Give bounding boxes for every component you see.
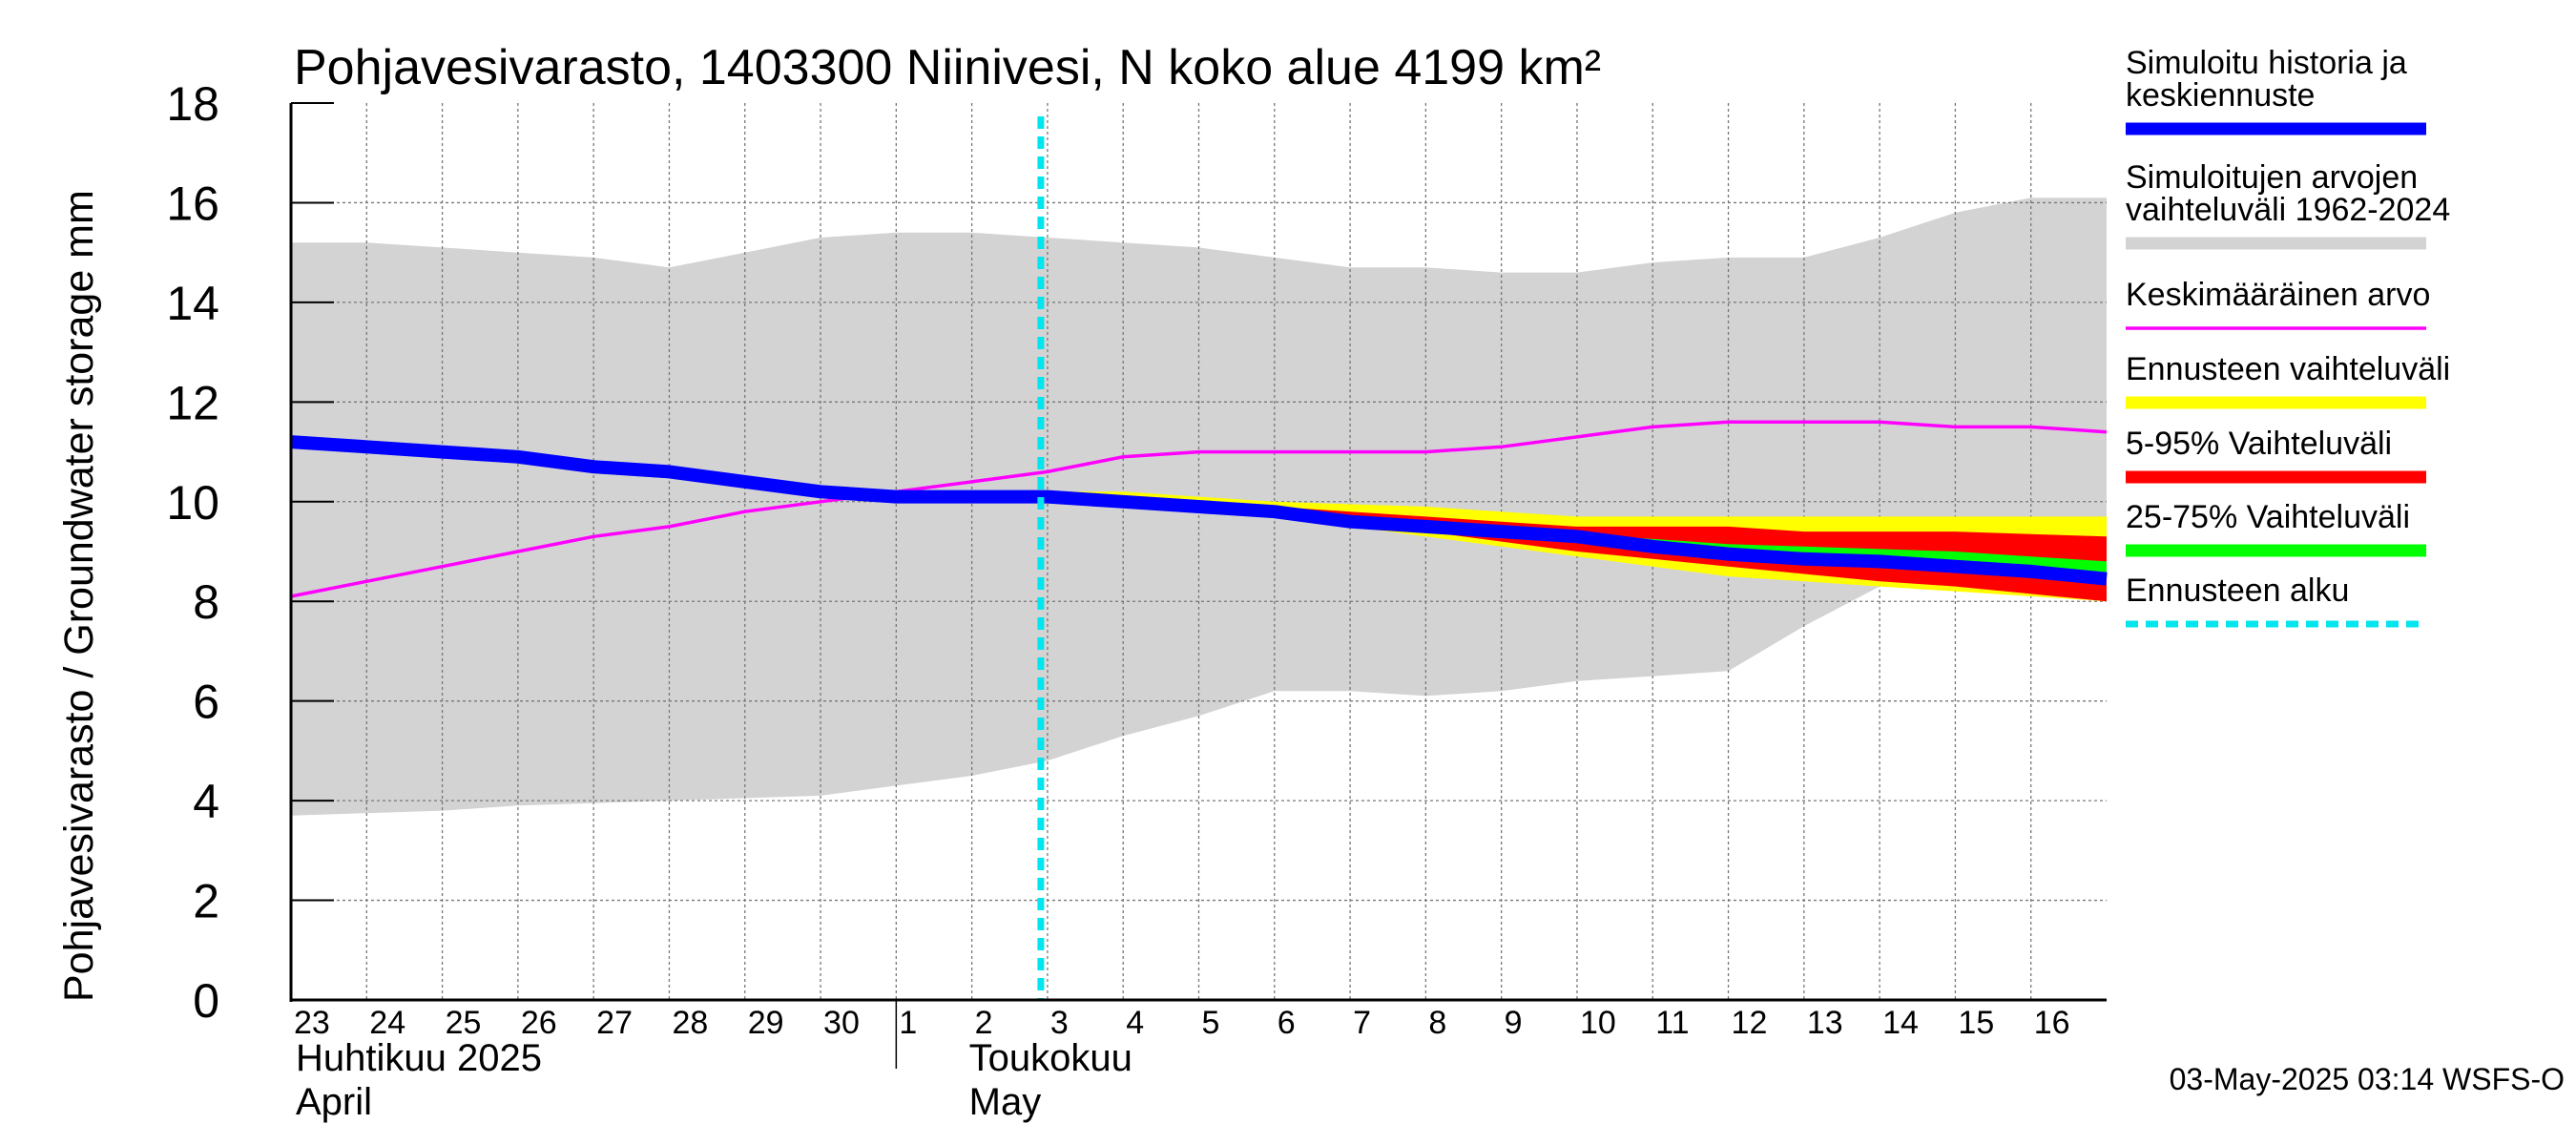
x-tick-label: 13 xyxy=(1807,1005,1843,1041)
y-tick-label: 12 xyxy=(166,376,219,429)
x-tick-label: 3 xyxy=(1050,1005,1069,1041)
legend-label: vaihteluväli 1962-2024 xyxy=(2126,192,2450,228)
x-tick-label: 5 xyxy=(1202,1005,1220,1041)
legend-label: 5-95% Vaihteluväli xyxy=(2126,426,2392,462)
x-tick-label: 23 xyxy=(294,1005,330,1041)
x-tick-label: 8 xyxy=(1428,1005,1446,1041)
forecast-band-5-95-vaihteluv-li xyxy=(1047,493,2107,602)
legend-label: Ennusteen vaihteluväli xyxy=(2126,351,2450,387)
x-tick-label: 2 xyxy=(975,1005,993,1041)
month-label-en: May xyxy=(969,1081,1042,1123)
month-label-fi: Toukokuu xyxy=(969,1037,1132,1079)
y-tick-label: 0 xyxy=(193,974,219,1028)
x-tick-label: 27 xyxy=(596,1005,633,1041)
x-tick-label: 7 xyxy=(1353,1005,1371,1041)
simulated-history-line xyxy=(290,435,2108,586)
x-tick-label: 29 xyxy=(748,1005,784,1041)
x-tick-label: 1 xyxy=(899,1005,917,1041)
legend-label: Simuloitujen arvojen xyxy=(2126,159,2418,196)
x-tick-label: 15 xyxy=(1958,1005,1994,1041)
y-axis-label: Pohjavesivarasto / Groundwater storage m… xyxy=(56,190,102,1002)
x-tick-label: 9 xyxy=(1505,1005,1523,1041)
x-tick-label: 11 xyxy=(1655,1005,1689,1041)
y-tick-label: 6 xyxy=(193,676,219,729)
footer-timestamp: 03-May-2025 03:14 WSFS-O xyxy=(2170,1062,2565,1096)
x-tick-label: 30 xyxy=(823,1005,860,1041)
x-tick-label: 10 xyxy=(1580,1005,1616,1041)
legend-label: 25-75% Vaihteluväli xyxy=(2126,499,2410,535)
legend-label: Ennusteen alku xyxy=(2126,572,2349,609)
y-tick-label: 10 xyxy=(166,476,219,530)
y-tick-label: 2 xyxy=(193,875,219,928)
plot-area xyxy=(290,103,2108,1000)
y-tick-label: 16 xyxy=(166,177,219,230)
legend-label: Keskimääräinen arvo xyxy=(2126,277,2430,313)
x-tick-label: 12 xyxy=(1732,1005,1768,1041)
x-tick-label: 16 xyxy=(2034,1005,2070,1041)
x-tick-label: 25 xyxy=(446,1005,482,1041)
y-tick-label: 8 xyxy=(193,575,219,629)
x-tick-label: 14 xyxy=(1882,1005,1919,1041)
month-label-en: April xyxy=(296,1081,372,1123)
legend-label: keskiennuste xyxy=(2126,77,2315,114)
x-tick-label: 26 xyxy=(521,1005,557,1041)
y-tick-label: 18 xyxy=(166,77,219,131)
x-tick-label: 4 xyxy=(1126,1005,1144,1041)
x-tick-label: 6 xyxy=(1278,1005,1296,1041)
legend-label: Simuloitu historia ja xyxy=(2126,45,2407,81)
y-tick-label: 4 xyxy=(193,775,219,828)
month-label-fi: Huhtikuu 2025 xyxy=(296,1037,542,1079)
x-tick-label: 28 xyxy=(672,1005,708,1041)
y-tick-label: 14 xyxy=(166,277,219,330)
mean-value-line xyxy=(290,420,2108,598)
x-tick-label: 24 xyxy=(369,1005,405,1041)
chart-title: Pohjavesivarasto, 1403300 Niinivesi, N k… xyxy=(294,40,1601,95)
